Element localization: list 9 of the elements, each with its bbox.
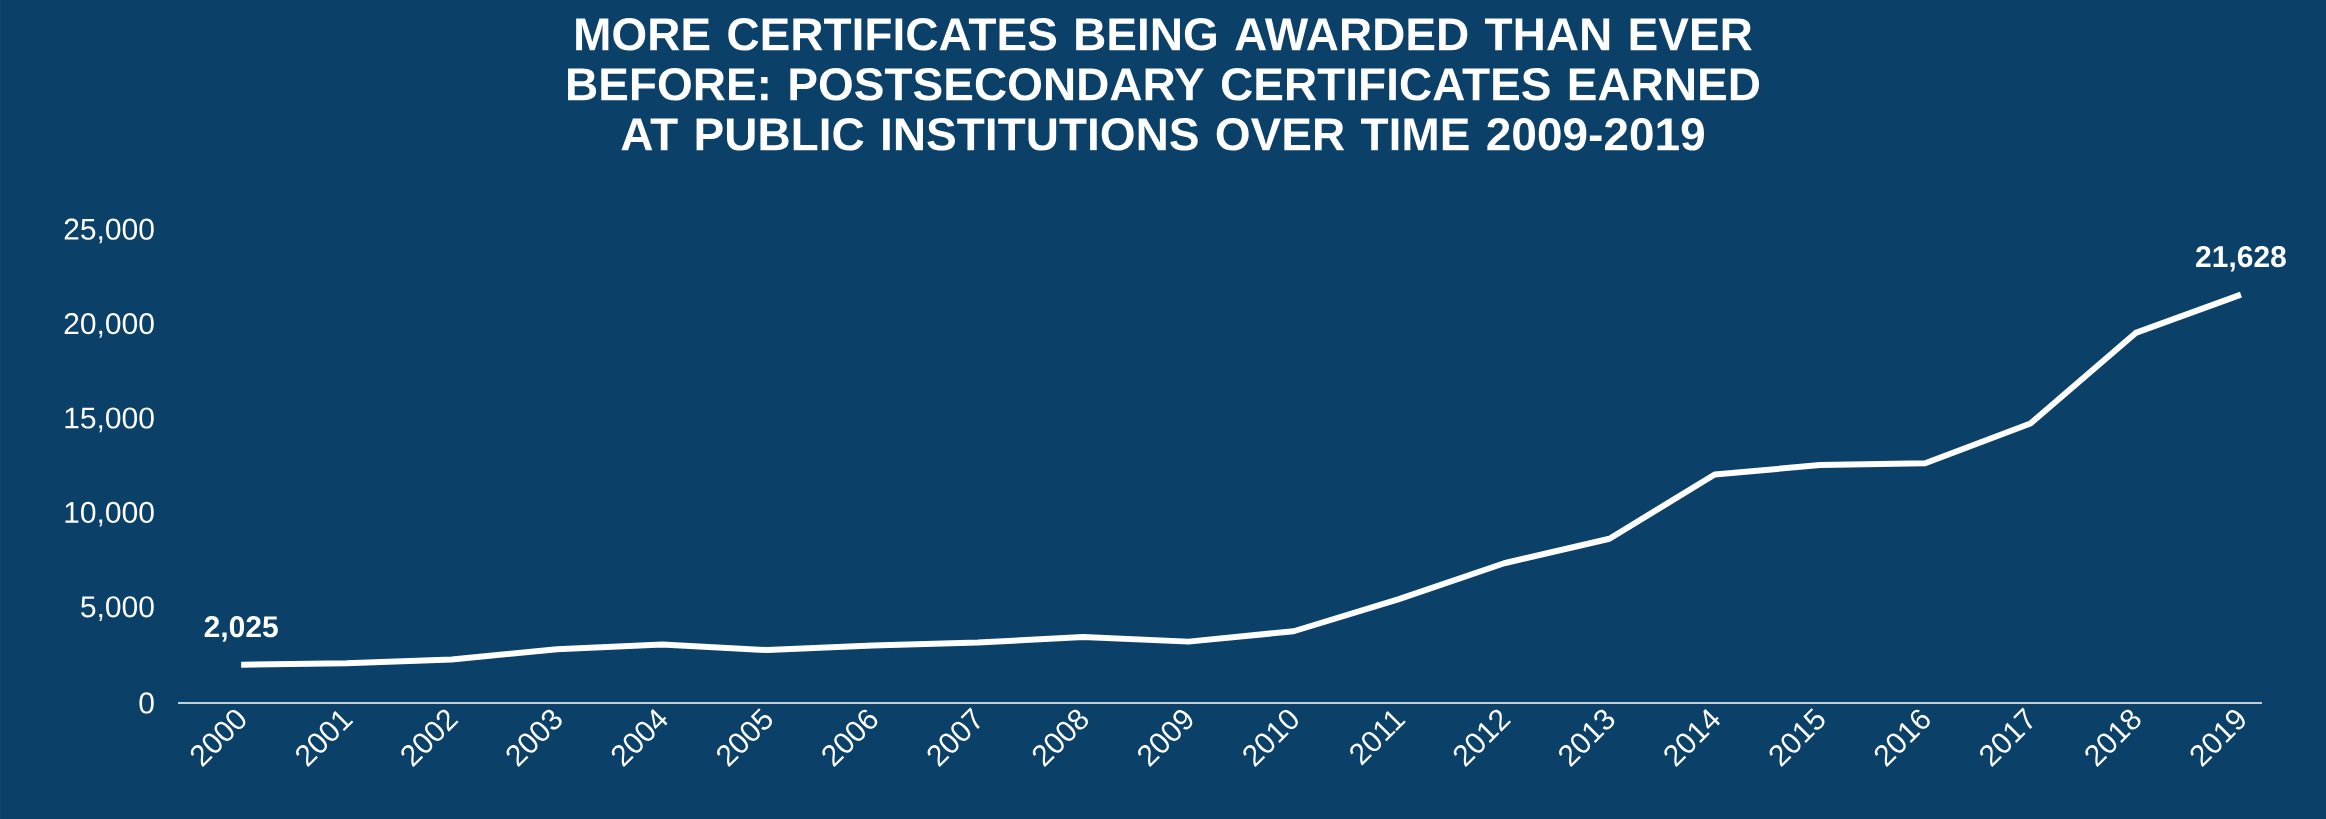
y-tick-label: 15,000 xyxy=(65,407,154,433)
y-tick-label: 25,000 xyxy=(64,218,154,244)
data-label: 21,628 xyxy=(2196,245,2286,272)
data-label: 2,025 xyxy=(204,616,278,642)
y-tick-label: 10,000 xyxy=(65,501,154,527)
y-tick-label: 20,000 xyxy=(64,312,154,338)
y-tick-label: 0 xyxy=(139,692,154,714)
y-tick-label: 5,000 xyxy=(81,596,154,621)
chart-title: MORE CERTIFICATES BEING AWARDED THAN EVER BEFORE: POSTSECONDARY CERTIFICATES EARNED AT PUBLIC INSTITUTIONS OVER TIME 2009-2019 xyxy=(568,18,1760,151)
